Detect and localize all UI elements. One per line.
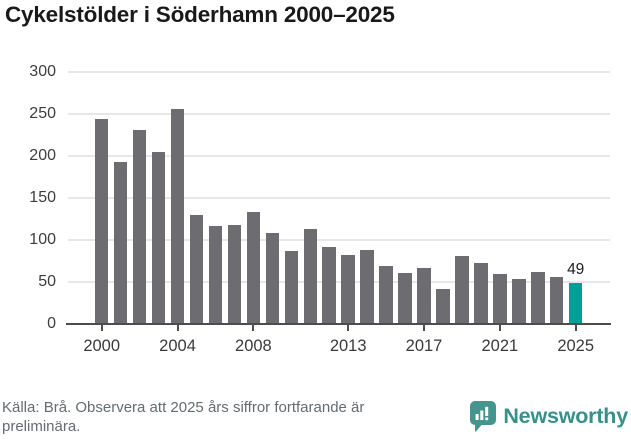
gridline-200 (68, 154, 610, 157)
bar-2015 (379, 265, 393, 324)
y-axis-label-150: 150 (29, 188, 56, 206)
x-axis-label-2000: 2000 (83, 337, 121, 355)
bar-2009 (265, 233, 280, 324)
newsworthy-logo-text: Newsworthy (503, 404, 628, 428)
x-axis-tick-2004 (176, 325, 179, 331)
x-axis-line (66, 323, 611, 325)
bar-2023 (531, 271, 545, 324)
x-axis-label-2017: 2017 (405, 337, 443, 355)
bar-2013 (341, 254, 355, 324)
bar-chart-plot-area: 0 50 100 150 200 250 300 2000 2004 2008 2013 2017 20… (29, 62, 611, 355)
bar-2003 (151, 152, 166, 324)
bar-2019 (455, 255, 469, 324)
newsworthy-logo: Newsworthy (470, 401, 628, 432)
newsworthy-bubble-chart-icon (470, 401, 497, 432)
bar-2022 (512, 278, 526, 324)
gridline-150 (68, 196, 610, 199)
bar-2000 (94, 119, 109, 324)
y-axis-label-50: 50 (38, 272, 56, 290)
bar-2010 (284, 250, 299, 324)
chart-title: Cykelstölder i Söderhamn 2000–2025 (5, 2, 395, 27)
gridline-100 (68, 238, 610, 241)
value-label-2025: 49 (567, 260, 585, 278)
y-axis-label-200: 200 (29, 146, 56, 164)
bar-2020 (474, 263, 488, 324)
y-axis-label-250: 250 (29, 104, 56, 122)
bar-2007 (227, 224, 242, 324)
bar-2004 (170, 109, 185, 324)
footer: Källa: Brå. Observera att 2025 års siffr… (0, 398, 631, 439)
x-axis-label-2008: 2008 (235, 337, 272, 355)
x-axis-tick-2017 (423, 325, 426, 331)
bar-2008 (246, 212, 261, 324)
x-axis-tick-2008 (252, 325, 255, 331)
x-axis-tick-2000 (100, 325, 103, 331)
x-axis-label-2025: 2025 (557, 337, 595, 355)
bar-2001 (113, 162, 128, 324)
bar-2021 (493, 274, 507, 324)
x-axis-label-2004: 2004 (159, 337, 196, 355)
bar-2016 (398, 272, 412, 324)
bar-2018 (436, 289, 450, 324)
bar-2012 (322, 247, 336, 324)
x-axis-tick-2025 (574, 325, 577, 331)
gridline-300 (68, 70, 610, 73)
y-axis-label-100: 100 (29, 230, 56, 248)
y-axis-label-300: 300 (29, 62, 56, 80)
x-axis-tick-2021 (498, 325, 501, 331)
source-note: Källa: Brå. Observera att 2025 års siffr… (2, 399, 365, 435)
bar-2014 (360, 249, 374, 324)
y-axis-label-0: 0 (47, 315, 56, 332)
bar-2002 (132, 129, 147, 324)
bar-2005 (189, 214, 204, 324)
x-axis-tick-2013 (347, 325, 350, 331)
bar-2024 (549, 276, 564, 324)
bar-2017 (417, 268, 431, 324)
gridline-50 (68, 280, 610, 283)
x-axis-label-2021: 2021 (481, 337, 519, 355)
bar-2011 (303, 228, 317, 324)
bar-2025 (568, 282, 583, 324)
gridline-250 (68, 112, 610, 115)
x-axis-label-2013: 2013 (329, 337, 367, 355)
bar-2006 (208, 225, 223, 324)
